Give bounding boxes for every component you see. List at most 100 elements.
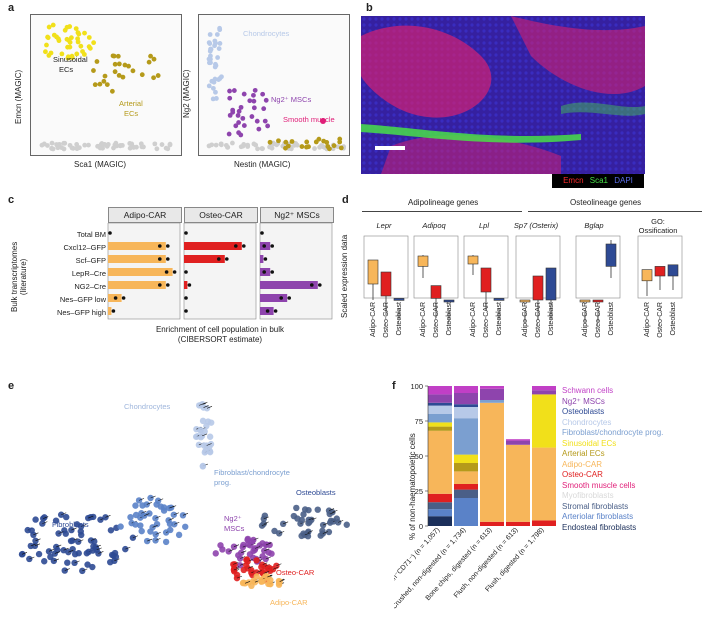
d-box [519,299,531,303]
scatter-point [212,76,218,82]
embedding-point [267,580,274,588]
velocity-arrow [88,515,94,519]
c-dot [273,309,278,313]
scatter-point [256,126,262,132]
scatter-point [207,60,212,66]
scatter-point [218,142,224,148]
velocity-arrow [34,543,41,547]
scatter-point [212,38,218,44]
d-gene-title: Adipoq [421,221,446,230]
d-xcat-label: Osteo-CAR [535,302,542,338]
velocity-arrow [68,549,74,553]
d-box [493,298,505,301]
scatter-point [231,88,237,93]
d-panel-frame [575,235,621,299]
embedding-point [141,512,148,519]
c-bar [184,242,242,250]
scatter-point [111,145,116,151]
f-bar-segment [480,388,504,400]
panel-c-bars: Total BM Cxcl12–GFP Scf–GFP LepR–Cre NG2–Cre… [57,223,333,320]
scatter-point [151,56,157,62]
d-xcat-label: Adipo-CAR [420,302,427,337]
embedding-point [206,448,214,456]
scatter-point [213,96,219,101]
velocity-arrow [174,521,180,525]
embedding-point [261,547,268,554]
scatter-point [97,81,103,87]
label-arterial: Arterial [119,99,143,108]
scatter-point [116,72,122,78]
d-xcat-label: Osteoblast [670,302,677,336]
c-header-osteo: Osteo-CAR [184,207,258,223]
c-row-label: Scf–GFP [76,256,106,265]
embedding-point [78,531,85,539]
scatter-point [236,108,242,114]
scatter-point [321,138,327,144]
f-bar-segment [480,521,504,526]
scatter-point [227,95,233,101]
c-bar [260,255,264,263]
c-dot [113,296,118,300]
scatter-point [261,106,267,112]
scatter-point [43,49,48,55]
c-dot [262,244,266,248]
velocity-arrow [307,530,313,533]
embedding-point [67,537,75,545]
f-legend-item: Osteoblasts [562,407,605,416]
scatter-point [94,59,100,64]
scatter-point [50,22,56,28]
scatter-point [235,113,241,118]
c-dot [166,244,170,248]
f-legend-item: Smooth muscle cells [562,480,636,490]
a-left-ylabel: Emcn (MAGIC) [14,69,23,124]
embedding-point [206,433,214,440]
embedding-point [170,511,177,518]
f-bar-segment [428,502,452,510]
f-legend-item: Arterial ECs [562,449,605,458]
d-box [393,298,405,301]
embedding-point [245,541,252,548]
d-box [667,264,679,277]
d-box [480,267,492,293]
embedding-point [45,548,53,555]
d-xcat-label: Osteoblast [496,302,503,336]
scatter-point [67,44,73,50]
d-box [443,299,455,303]
scatter-point [313,139,319,145]
embedding-point [47,553,54,561]
f-bar-segment [454,386,478,393]
scatter-point [238,132,244,138]
d-xcat-label: Osteo-CAR [433,302,440,338]
embedding-point [314,506,321,513]
velocity-arrow [256,570,262,573]
panel-label-c: c [8,194,15,206]
e-label-adipo-car: Adipo-CAR [270,598,308,607]
f-bar-segment [532,520,556,526]
scatter-point [82,142,88,148]
scatter-point [320,144,326,150]
scatter-a2-svg [206,25,347,152]
c-bar [108,281,166,289]
scatter-point [251,92,256,98]
panel-label-b: b [366,2,373,14]
c-dot [184,231,188,235]
velocity-arrow [144,513,150,516]
f-bar-segment [480,402,504,522]
c-dot [262,270,266,274]
velocity-arrow [272,566,279,570]
embedding-point [293,504,300,512]
d-box [532,275,544,301]
e-label-osteo-car: Osteo-CAR [276,568,315,577]
f-bar-segment [480,400,504,403]
embedding-point [107,527,115,534]
d-xcat-label: Adipo-CAR [582,302,589,337]
scatter-point [50,146,56,152]
velocity-arrow [328,508,335,511]
embedding-point [197,427,204,434]
label-ecs-1: ECs [59,65,74,74]
e-label-mscs: MSCs [224,524,245,533]
scatter-point [48,50,54,56]
velocity-arrow [152,525,158,528]
panel-f-stacked-bars: Experiment (CD45⁻Lin⁻CD71⁻) (n = 1,057)C… [394,382,556,631]
embedding-point [199,417,207,425]
